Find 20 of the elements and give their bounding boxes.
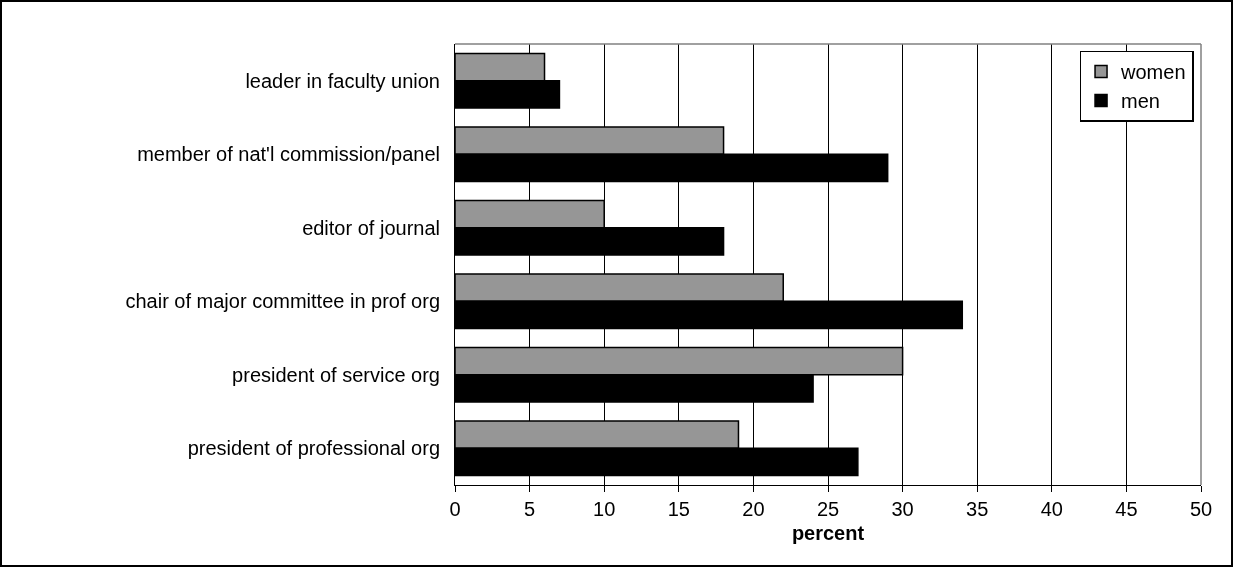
y-tick-label: member of nat'l commission/panel [137,143,440,166]
x-axis-title: percent [791,521,865,544]
x-tick-label: 0 [449,498,461,520]
legend-label: men [1121,90,1160,113]
x-tick-label: 10 [593,498,616,520]
x-tick-label: 30 [891,498,914,520]
x-tick-label: 35 [966,498,989,520]
x-tick-label: 40 [1040,498,1063,520]
y-tick-label: editor of journal [302,216,440,239]
legend-label: women [1120,61,1186,84]
y-tick-label: chair of major committee in prof org [125,290,440,313]
x-tick-label: 20 [742,498,765,520]
y-tick-label: president of service org [232,363,440,386]
x-tick-label: 50 [1189,498,1213,520]
x-tick-label: 45 [1115,498,1138,520]
y-tick-label: leader in faculty union [245,69,440,92]
x-tick-label: 15 [667,498,690,520]
y-tick-label: president of professional org [187,437,440,460]
x-tick-label: 5 [524,498,536,520]
x-tick-label: 25 [816,498,840,520]
